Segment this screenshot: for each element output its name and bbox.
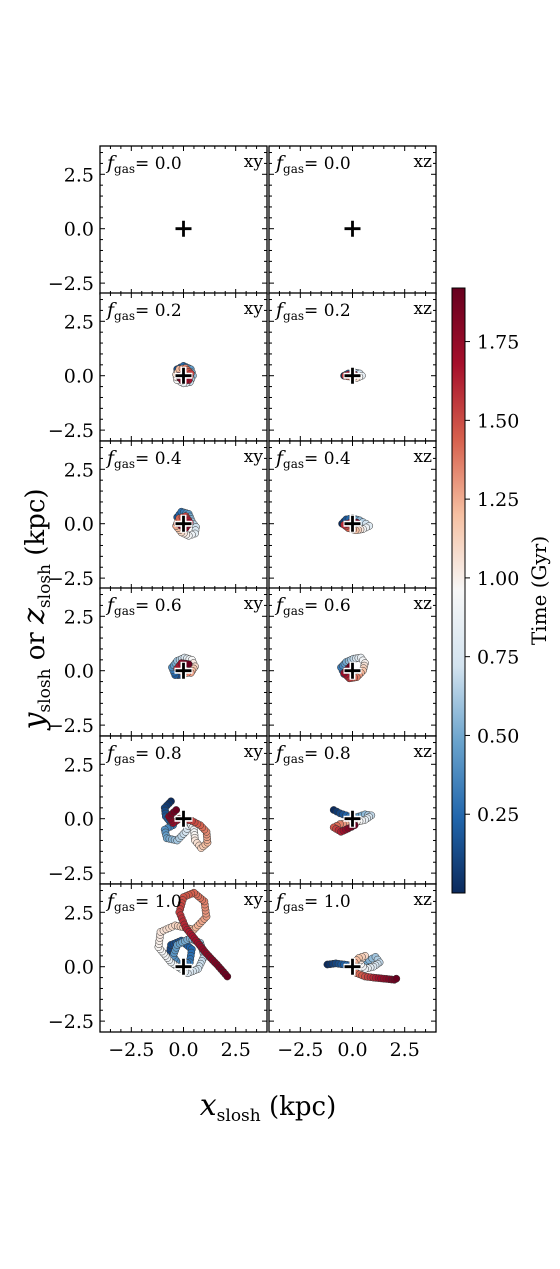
center-plus-marker [343,661,362,680]
center-plus-marker [343,809,362,828]
center-plus-marker [174,809,193,828]
fgas-label: fgas= 0.4 [274,447,351,471]
y-tick-label: 2.5 [64,606,94,628]
panel-fgas-2-xy: −2.5 0.0 2.5 fgas= 0.4 xy [48,440,268,590]
fgas-label: fgas= 0.6 [274,594,351,618]
y-tick-label: 2.5 [64,459,94,481]
colorbar-tick-label: 1.75 [477,332,519,354]
projection-label: xz [413,742,432,762]
trajectory-point [392,974,401,983]
panel-fgas-3-xz: fgas= 0.6 xz [268,587,437,737]
colorbar-tick-label: 1.50 [477,410,519,432]
fgas-label: fgas= 1.0 [274,890,351,914]
panel-fgas-0-xy: −2.5 0.0 2.5 fgas= 0.0 xy [48,145,268,295]
fgas-label: fgas= 0.6 [105,594,182,618]
panel-fgas-2-xz: fgas= 0.4 xz [268,440,437,590]
ticks [268,146,437,295]
y-tick-label: −2.5 [48,715,94,737]
y-tick-label: 0.0 [64,661,94,683]
projection-label: xy [244,447,264,467]
panel-fgas-4-xy: −2.5 0.0 2.5 fgas= 0.8 xy [48,735,268,885]
panel-grid: −2.5 0.0 2.5 fgas= 0.0 xy fgas= 0.0 xz −2.5 0.0 2… [48,145,437,1061]
center-plus-marker [174,661,193,680]
fgas-label: fgas= 0.8 [105,742,182,766]
fgas-label: fgas= 1.0 [105,890,182,914]
x-axis-label: xslosh (kpc) [200,1088,337,1126]
x-tick-label: 2.5 [221,1039,251,1061]
panel-fgas-3-xy: −2.5 0.0 2.5 fgas= 0.6 xy [48,587,268,737]
x-tick-label: −2.5 [277,1039,323,1061]
center-plus-marker [343,957,362,976]
panel-fgas-0-xz: fgas= 0.0 xz [268,145,437,295]
colorbar-tick-label: 0.50 [477,725,519,747]
x-tick-label: 2.5 [390,1039,420,1061]
ticks [99,884,268,1033]
trajectory-point [172,806,181,814]
fgas-label: fgas= 0.0 [105,152,182,176]
projection-label: xz [413,890,432,910]
projection-label: xz [413,152,432,172]
fgas-label: fgas= 0.0 [274,152,351,176]
y-tick-label: 0.0 [64,366,94,388]
center-plus-marker [174,219,193,238]
panel-fgas-5-xz: −2.5 0.0 2.5 fgas= 1.0 xz [268,883,437,1061]
projection-label: xy [244,742,264,762]
ticks [268,884,437,1033]
fgas-label: fgas= 0.2 [274,299,351,323]
center-plus-marker [343,219,362,238]
y-tick-label: −2.5 [48,1011,94,1033]
projection-label: xz [413,447,432,467]
panel-fgas-1-xy: −2.5 0.0 2.5 fgas= 0.2 xy [48,292,268,442]
center-plus-marker [174,514,193,533]
y-tick-label: 0.0 [64,514,94,536]
center-plus-marker [174,957,193,976]
y-axis-label: yslosh or zslosh (kpc) [17,488,55,731]
y-tick-label: −2.5 [48,863,94,885]
y-tick-label: −2.5 [48,568,94,590]
panel-fgas-1-xz: fgas= 0.2 xz [268,292,437,442]
fgas-label: fgas= 0.2 [105,299,182,323]
y-tick-label: 2.5 [64,164,94,186]
center-plus-marker [174,366,193,385]
panel-fgas-4-xz: fgas= 0.8 xz [268,735,437,885]
colorbar-label: Time (Gyr) [527,536,551,645]
axis-labels: xslosh (kpc) yslosh or zslosh (kpc) [17,488,336,1126]
ticks [99,588,268,737]
colorbar-tick-label: 0.75 [477,647,519,669]
x-tick-label: 0.0 [337,1039,367,1061]
y-tick-label: 0.0 [64,809,94,831]
colorbar-tick-label: 1.25 [477,489,519,511]
x-tick-label: −2.5 [108,1039,154,1061]
y-tick-label: −2.5 [48,273,94,295]
fgas-label: fgas= 0.8 [274,742,351,766]
colorbar-tick-label: 1.00 [477,568,519,590]
projection-label: xy [244,299,264,319]
y-tick-label: 2.5 [64,311,94,333]
x-tick-label: 0.0 [168,1039,198,1061]
projection-label: xy [244,152,264,172]
trajectory-point [223,972,232,981]
fgas-label: fgas= 0.4 [105,447,182,471]
y-tick-label: 2.5 [64,754,94,776]
colorbar: 0.25 0.50 0.75 1.00 1.25 1.50 1.75 Time (Gyr) [451,287,551,894]
y-tick-label: 0.0 [64,957,94,979]
y-tick-label: 0.0 [64,219,94,241]
center-plus-marker [343,514,362,533]
projection-label: xz [413,299,432,319]
projection-label: xy [244,594,264,614]
projection-label: xy [244,890,264,910]
y-tick-label: −2.5 [48,420,94,442]
panel-fgas-5-xy: −2.5 0.0 2.5 −2.5 0.0 2.5 fgas= 1.0 xy [48,883,268,1061]
colorbar-gradient [451,287,466,894]
center-plus-marker [343,366,362,385]
y-tick-label: 2.5 [64,902,94,924]
projection-label: xz [413,594,432,614]
colorbar-tick-label: 0.25 [477,804,519,826]
